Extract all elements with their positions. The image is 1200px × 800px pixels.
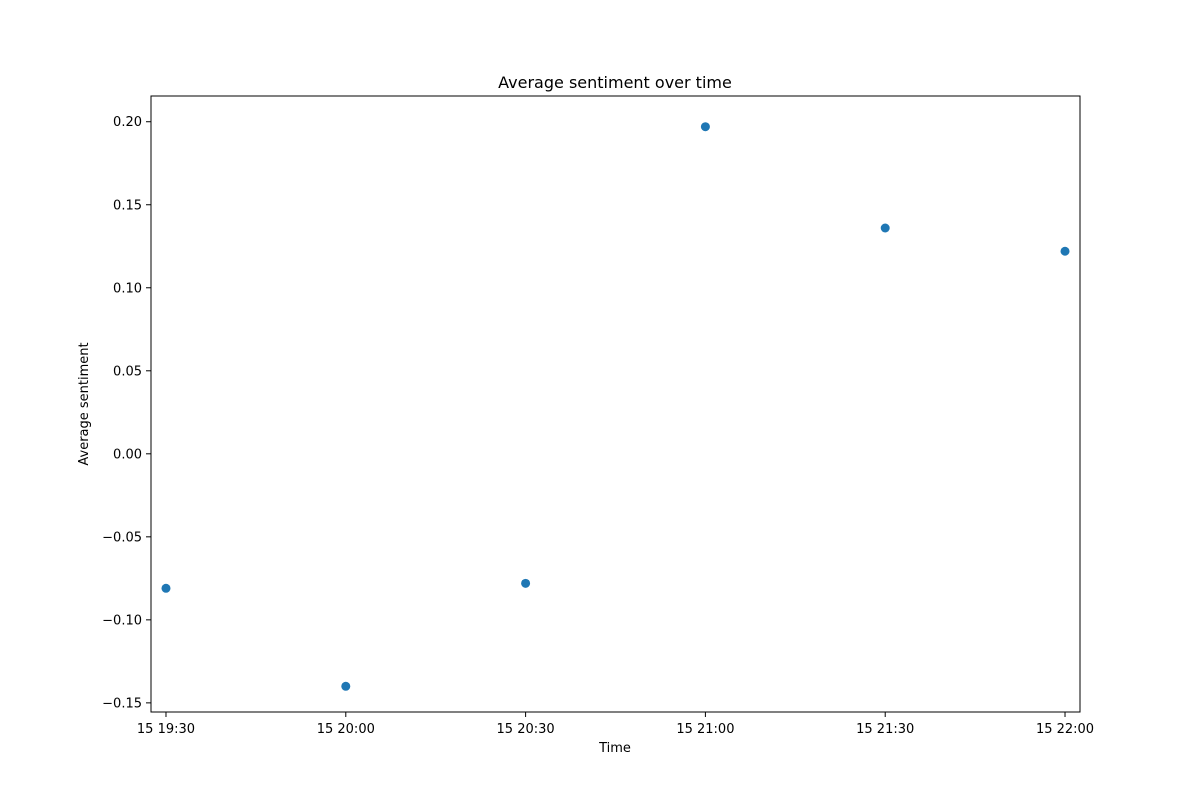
y-tick-label: −0.10 (102, 613, 142, 628)
x-tick-label: 15 20:30 (497, 722, 555, 737)
plot-frame (150, 95, 1081, 713)
x-tick-label: 15 22:00 (1036, 722, 1094, 737)
data-point (341, 681, 351, 691)
x-axis-title: Time (598, 741, 631, 756)
x-tick-label: 15 21:00 (676, 722, 734, 737)
data-point (880, 223, 890, 233)
chart-title: Average sentiment over time (498, 73, 732, 92)
data-point (521, 578, 531, 588)
y-tick-label: 0.10 (113, 281, 142, 296)
y-axis-title: Average sentiment (77, 342, 92, 465)
data-point (700, 122, 710, 132)
y-tick-label: −0.05 (102, 530, 142, 545)
y-tick-label: 0.20 (113, 115, 142, 130)
y-tick-label: 0.15 (113, 198, 142, 213)
y-tick-label: 0.05 (113, 364, 142, 379)
data-point (161, 583, 171, 593)
x-tick-label: 15 19:30 (137, 722, 195, 737)
y-axis: −0.15 −0.10 −0.05 0.00 0.05 0.10 0.15 0.20 (102, 115, 151, 711)
y-tick-label: −0.15 (102, 696, 142, 711)
x-tick-label: 15 20:00 (317, 722, 375, 737)
data-points (161, 122, 1070, 691)
x-tick-label: 15 21:30 (856, 722, 914, 737)
x-axis: 15 19:30 15 20:00 15 20:30 15 21:00 15 21:30… (137, 712, 1094, 737)
data-point (1060, 246, 1070, 256)
y-tick-label: 0.00 (113, 447, 142, 462)
